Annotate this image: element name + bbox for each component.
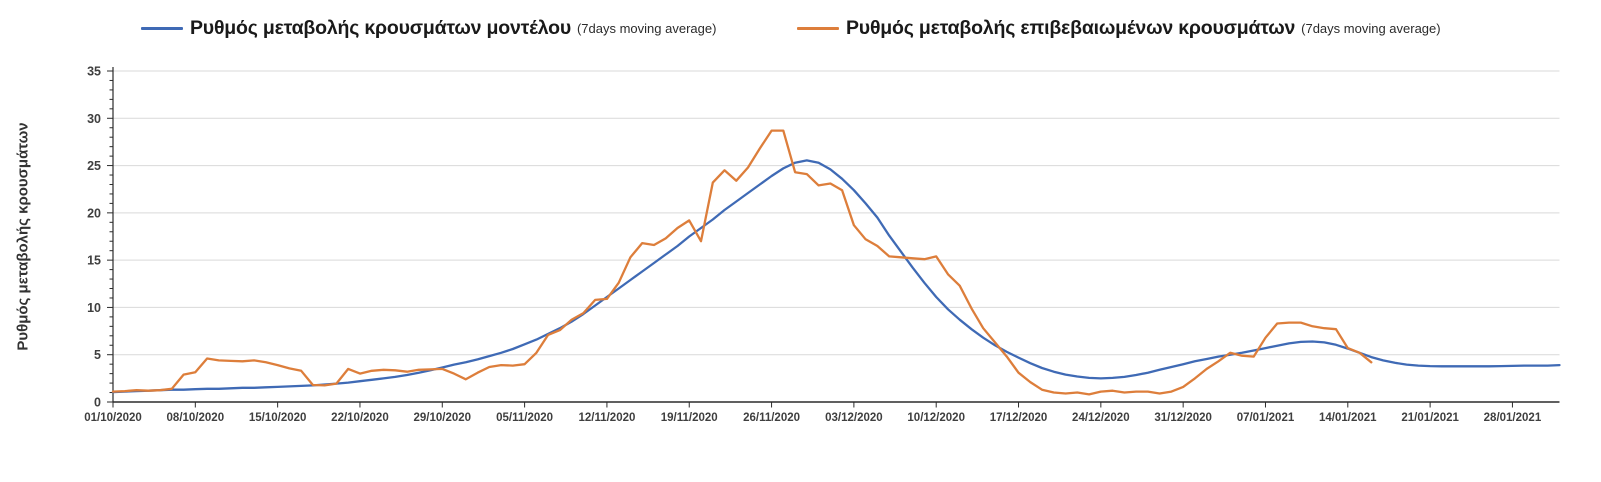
svg-text:07/01/2021: 07/01/2021 <box>1237 412 1295 424</box>
svg-text:03/12/2020: 03/12/2020 <box>825 412 883 424</box>
svg-text:24/12/2020: 24/12/2020 <box>1072 412 1130 424</box>
svg-text:10/12/2020: 10/12/2020 <box>907 412 965 424</box>
x-tick-labels: 01/10/2020 08/10/2020 15/10/2020 22/10/2020… <box>84 412 1542 424</box>
svg-text:22/10/2020: 22/10/2020 <box>331 412 389 424</box>
svg-text:30: 30 <box>87 112 101 126</box>
series-confirmed-line <box>111 129 1373 396</box>
svg-text:05/11/2020: 05/11/2020 <box>496 412 553 424</box>
svg-text:14/01/2021: 14/01/2021 <box>1319 412 1377 424</box>
legend-item-confirmed: Ρυθμός μεταβολής επιβεβαιωμένων κρουσμάτ… <box>797 12 1441 44</box>
legend-item-model: Ρυθμός μεταβολής κρουσμάτων μοντέλου (7d… <box>141 12 716 44</box>
svg-text:26/11/2020: 26/11/2020 <box>743 412 800 424</box>
legend-line-swatch-confirmed <box>797 26 839 30</box>
svg-text:17/12/2020: 17/12/2020 <box>990 412 1048 424</box>
gridlines <box>113 70 1560 356</box>
svg-text:0: 0 <box>94 396 101 410</box>
svg-text:31/12/2020: 31/12/2020 <box>1154 412 1212 424</box>
legend-label-model: Ρυθμός μεταβολής κρουσμάτων μοντέλου <box>190 16 571 39</box>
svg-text:15/10/2020: 15/10/2020 <box>249 412 307 424</box>
svg-text:20: 20 <box>87 206 101 220</box>
svg-text:21/01/2021: 21/01/2021 <box>1401 412 1459 424</box>
svg-text:28/01/2021: 28/01/2021 <box>1484 412 1542 424</box>
svg-text:15: 15 <box>87 254 101 268</box>
svg-text:08/10/2020: 08/10/2020 <box>167 412 225 424</box>
svg-text:10: 10 <box>87 301 101 315</box>
svg-text:01/10/2020: 01/10/2020 <box>84 412 142 424</box>
svg-text:29/10/2020: 29/10/2020 <box>413 412 471 424</box>
axes <box>112 67 1560 403</box>
svg-text:5: 5 <box>94 348 101 362</box>
legend-suffix-model: (7days moving average) <box>576 20 717 36</box>
svg-text:35: 35 <box>87 65 101 79</box>
y-tick-labels: 0 5 10 15 20 25 30 35 <box>87 65 101 410</box>
chart-legend: Ρυθμός μεταβολής κρουσμάτων μοντέλου (7d… <box>0 12 1601 44</box>
svg-text:19/11/2020: 19/11/2020 <box>661 412 718 424</box>
svg-text:25: 25 <box>87 159 101 173</box>
svg-text:12/11/2020: 12/11/2020 <box>578 412 635 424</box>
legend-suffix-confirmed: (7days moving average) <box>1301 20 1441 36</box>
x-ticks <box>112 402 1513 408</box>
series-model-line <box>111 159 1561 394</box>
legend-line-swatch-model <box>141 26 183 30</box>
legend-label-confirmed: Ρυθμός μεταβολής επιβεβαιωμένων κρουσμάτ… <box>846 16 1296 39</box>
y-ticks <box>107 70 113 403</box>
